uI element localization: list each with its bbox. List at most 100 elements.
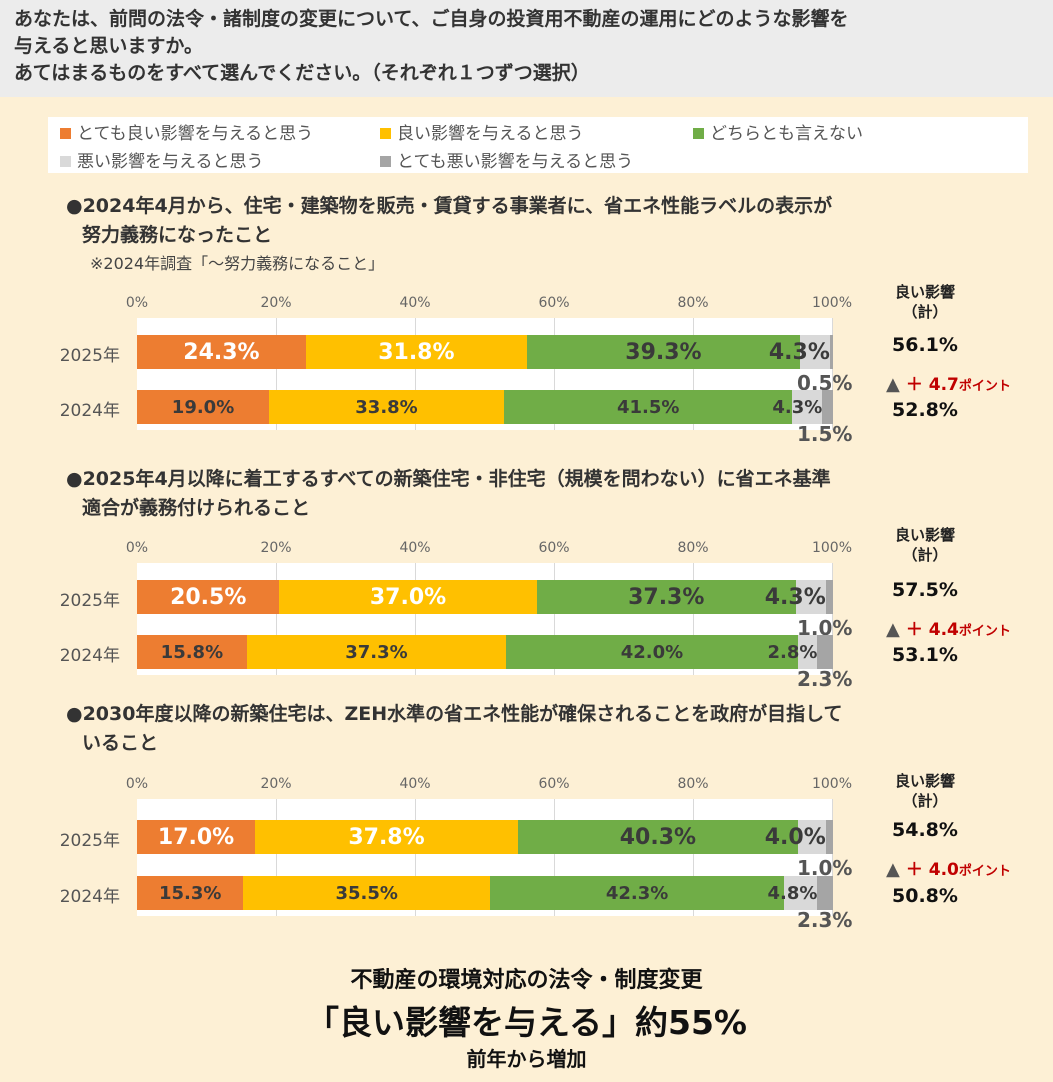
delta-badge: ▲ ＋ 4.4ポイント xyxy=(886,615,1011,640)
footer-headline: 「良い影響を与える」約55% xyxy=(306,1003,747,1042)
bar-segment: 37.0% xyxy=(279,580,537,614)
good-total-value: 56.1% xyxy=(892,334,958,356)
delta-unit: ポイント xyxy=(958,379,1011,394)
gridline xyxy=(832,318,833,430)
data-label-outside: 2.3% xyxy=(797,667,853,691)
gridline xyxy=(693,563,694,675)
footer-line-3: 前年から増加 xyxy=(466,1047,587,1071)
data-label-outside: 1.5% xyxy=(797,422,853,446)
data-label: 17.0% xyxy=(157,824,235,850)
good-total-value: 57.5% xyxy=(892,579,958,601)
legend-item-1: とても良い影響を与えると思う xyxy=(60,119,313,144)
x-tick-label: 100% xyxy=(811,776,853,792)
legend-item-3: どちらとも言えない xyxy=(693,119,863,144)
delta-unit: ポイント xyxy=(958,864,1011,879)
bar-segment: 41.5% xyxy=(503,390,793,424)
section-title-line: ●2024年4月から、住宅・建築物を販売・賃貸する事業者に、省エネ性能ラベルの表… xyxy=(66,195,833,217)
data-label-outside: 2.3% xyxy=(797,908,853,932)
data-label: 15.3% xyxy=(158,882,222,904)
delta-value: ＋ 4.7 xyxy=(905,375,959,395)
bar-segment: 37.8% xyxy=(255,820,518,854)
bar-segment: 42.3% xyxy=(490,876,785,910)
x-tick-label: 60% xyxy=(538,540,570,556)
data-label: 33.8% xyxy=(355,396,418,418)
bar-segment: 4.8% xyxy=(767,876,818,910)
x-tick-label: 80% xyxy=(677,540,709,556)
data-label: 37.8% xyxy=(348,824,425,850)
x-tick-label: 60% xyxy=(538,776,570,792)
delta-badge: ▲ ＋ 4.7ポイント xyxy=(886,370,1011,395)
data-label: 19.0% xyxy=(171,396,235,418)
section-title-line: いること xyxy=(82,732,159,754)
question-line-1: あなたは、前問の法令・諸制度の変更について、ご自身の投資用不動産の運用にどのよう… xyxy=(14,8,849,30)
legend-label: とても良い影響を与えると思う xyxy=(77,124,314,144)
bar-segment: 39.3% xyxy=(526,335,801,369)
chart-legend: とても良い影響を与えると思う 良い影響を与えると思う どちらとも言えない悪い影響を与… xyxy=(48,117,1028,173)
x-tick-label: 100% xyxy=(811,295,853,311)
up-arrow-icon: ▲ xyxy=(886,619,900,640)
bar-segment: 4.0% xyxy=(765,820,826,854)
bar-segment: 4.3% xyxy=(769,335,830,369)
up-arrow-icon: ▲ xyxy=(886,374,900,395)
good-total-header: 良い影響 （計） xyxy=(880,282,970,322)
question-line-3: あてはまるものをすべて選んでください。（それぞれ１つずつ選択） xyxy=(14,62,590,84)
x-tick-label: 40% xyxy=(399,776,431,792)
section-title-line: ●2025年4月以降に着工するすべての新築住宅・非住宅（規模を問わない）に省エネ… xyxy=(66,468,831,490)
good-total-value: 53.1% xyxy=(892,644,958,666)
data-label: 24.3% xyxy=(183,339,260,365)
bar-segment xyxy=(825,580,833,614)
data-label: 40.3% xyxy=(619,824,697,850)
good-total-value: 50.8% xyxy=(892,885,958,907)
data-label: 31.8% xyxy=(378,339,455,365)
data-label: 4.3% xyxy=(764,584,826,610)
x-tick-label: 80% xyxy=(677,776,709,792)
legend-swatch xyxy=(380,128,391,139)
legend-swatch xyxy=(693,128,704,139)
data-label: 37.0% xyxy=(369,584,447,610)
x-tick-label: 40% xyxy=(399,295,431,311)
x-tick-label: 80% xyxy=(677,295,709,311)
row-label: 2025年 xyxy=(59,831,120,851)
bar-segment xyxy=(817,635,834,669)
gridline xyxy=(554,318,555,430)
gridline xyxy=(832,563,833,675)
good-total-header-line: （計） xyxy=(902,792,948,810)
bar-segment xyxy=(822,390,833,424)
data-label: 2.8% xyxy=(767,641,818,663)
delta-unit: ポイント xyxy=(958,624,1011,639)
footer-line-1: 不動産の環境対応の法令・制度変更 xyxy=(350,968,703,993)
data-label: 4.3% xyxy=(768,339,830,365)
good-total-header-line: 良い影響 xyxy=(894,283,955,301)
delta-value: ＋ 4.0 xyxy=(905,860,959,880)
good-total-header: 良い影響 （計） xyxy=(880,771,970,811)
x-tick-label: 0% xyxy=(125,295,149,311)
good-total-header: 良い影響 （計） xyxy=(880,525,970,565)
data-label: 39.3% xyxy=(625,339,702,365)
legend-swatch xyxy=(60,128,71,139)
bar-segment: 31.8% xyxy=(305,335,527,369)
legend-label: どちらとも言えない xyxy=(710,124,863,144)
data-label: 4.0% xyxy=(764,824,826,850)
delta-badge: ▲ ＋ 4.0ポイント xyxy=(886,855,1011,880)
gridline xyxy=(554,799,555,916)
gridline xyxy=(276,563,277,675)
gridline xyxy=(693,799,694,916)
data-label: 42.0% xyxy=(620,641,684,663)
question-line-2: 与えると思いますか。 xyxy=(14,35,204,57)
legend-label: 良い影響を与えると思う xyxy=(397,124,584,144)
data-label: 42.3% xyxy=(605,882,669,904)
bar-segment: 4.3% xyxy=(765,580,826,614)
bar-segment: 24.3% xyxy=(137,335,306,369)
legend-item-5: とても悪い影響を与えると思う xyxy=(380,147,633,172)
gridline xyxy=(415,563,416,675)
legend-label: とても悪い影響を与えると思う xyxy=(397,152,634,172)
row-label: 2025年 xyxy=(59,346,120,366)
up-arrow-icon: ▲ xyxy=(886,859,900,880)
data-label: 35.5% xyxy=(335,882,398,904)
legend-item-4: 悪い影響を与えると思う xyxy=(60,147,264,172)
x-tick-label: 20% xyxy=(260,295,292,311)
gridline xyxy=(693,318,694,430)
bar-segment: 15.8% xyxy=(137,635,247,669)
bar-segment: 20.5% xyxy=(137,580,280,614)
legend-label: 悪い影響を与えると思う xyxy=(77,152,264,172)
